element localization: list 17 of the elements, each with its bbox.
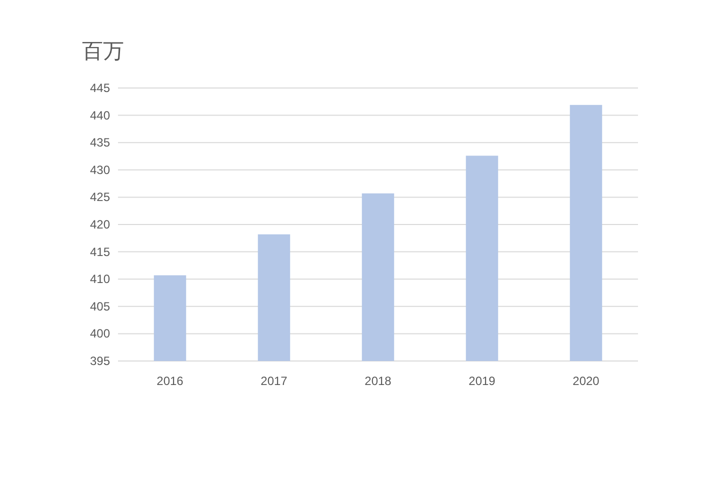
x-tick-label: 2020 xyxy=(572,374,600,388)
y-tick-label: 400 xyxy=(90,326,110,341)
y-tick-label: 440 xyxy=(90,108,110,122)
x-tick-label: 2017 xyxy=(260,374,288,388)
y-tick-label: 430 xyxy=(90,162,110,177)
x-tick-label: 2019 xyxy=(468,374,496,388)
y-tick-label: 435 xyxy=(90,136,110,150)
y-tick-label: 405 xyxy=(90,299,110,314)
x-tick-label: 2016 xyxy=(156,374,184,388)
x-tick-label: 2018 xyxy=(364,374,392,388)
y-axis-title: 百万 xyxy=(82,40,124,63)
y-tick-label: 395 xyxy=(90,354,110,368)
y-tick-label: 425 xyxy=(90,190,110,204)
y-tick-label: 410 xyxy=(90,272,110,286)
y-tick-label: 415 xyxy=(90,244,110,259)
y-tick-label: 420 xyxy=(90,218,110,232)
y-tick-label: 445 xyxy=(90,81,110,95)
